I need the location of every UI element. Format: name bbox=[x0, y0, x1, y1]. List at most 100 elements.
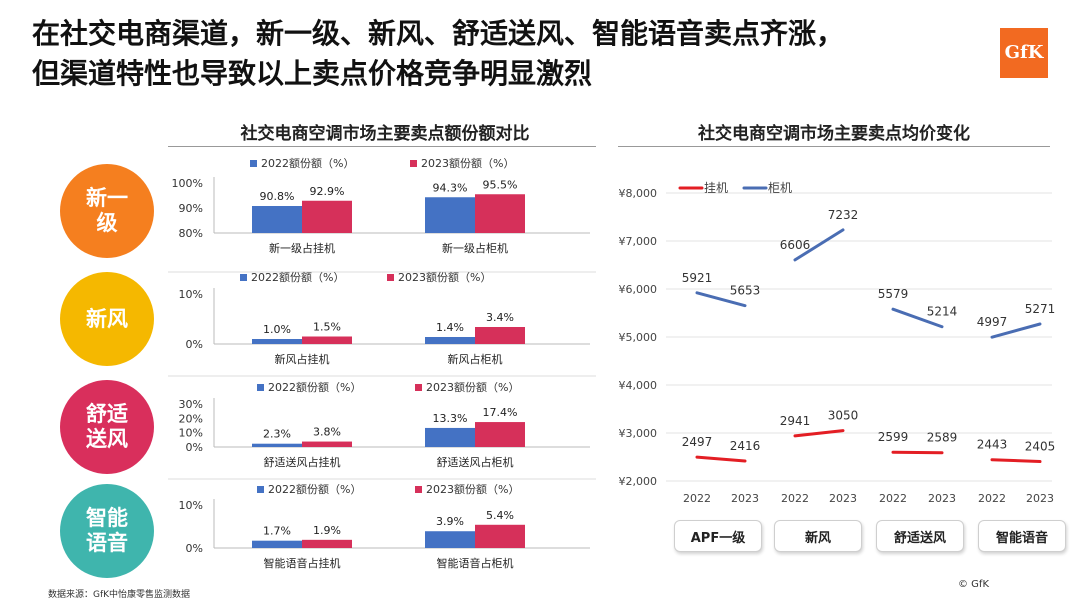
x-tick-label: 2023 bbox=[928, 492, 956, 505]
data-label: 7232 bbox=[828, 208, 859, 222]
data-label: 4997 bbox=[977, 315, 1008, 329]
bar bbox=[475, 524, 525, 548]
x-tick-label: 2022 bbox=[879, 492, 907, 505]
legend-label: 2023额份额（%） bbox=[426, 483, 519, 496]
bar bbox=[425, 197, 475, 233]
legend-swatch bbox=[387, 274, 394, 281]
bar-value-label: 90.8% bbox=[260, 190, 295, 203]
y-tick-label: 0% bbox=[186, 338, 203, 351]
category-label: 智能语音占挂机 bbox=[264, 556, 341, 570]
data-label: 2497 bbox=[682, 435, 713, 449]
x-tick-label: 2023 bbox=[1026, 492, 1054, 505]
bar-value-label: 1.5% bbox=[313, 321, 341, 334]
data-label: 2941 bbox=[780, 414, 811, 428]
bar bbox=[302, 441, 352, 447]
bar-value-label: 2.3% bbox=[263, 428, 291, 441]
y-tick-label: 10% bbox=[179, 499, 203, 512]
category-box-xinfeng: 新风 bbox=[774, 520, 862, 552]
y-tick-label: 10% bbox=[179, 288, 203, 301]
bar bbox=[302, 539, 352, 548]
feature-circle-xinfeng: 新风 bbox=[60, 272, 154, 366]
gfk-logo: GfK bbox=[1000, 28, 1048, 78]
data-label: 5653 bbox=[730, 284, 761, 298]
category-box-shushi: 舒适送风 bbox=[876, 520, 964, 552]
category-label: 新风占柜机 bbox=[448, 352, 503, 366]
copyright: © GfK bbox=[958, 579, 990, 590]
x-tick-label: 2022 bbox=[978, 492, 1006, 505]
x-tick-label: 2022 bbox=[683, 492, 711, 505]
bar bbox=[425, 427, 475, 447]
data-label: 2443 bbox=[977, 438, 1008, 452]
y-tick-label: 0% bbox=[186, 542, 203, 555]
bar-value-label: 3.9% bbox=[436, 515, 464, 528]
y-tick-label: 0% bbox=[186, 441, 203, 454]
data-label: 3050 bbox=[828, 409, 859, 423]
x-tick-label: 2023 bbox=[731, 492, 759, 505]
feature-circle-zhineng: 智能语音 bbox=[60, 484, 154, 578]
feature-circle-label: 新一级 bbox=[86, 186, 128, 235]
feature-circle-label: 智能语音 bbox=[86, 506, 128, 555]
legend-label: 2022额份额（%） bbox=[268, 483, 361, 496]
data-source-note: 数据来源：GfK中怡康零售监测数据 bbox=[48, 590, 191, 600]
bar-value-label: 95.5% bbox=[483, 178, 518, 191]
bar bbox=[252, 206, 302, 233]
bar-value-label: 1.4% bbox=[436, 321, 464, 334]
bar bbox=[475, 327, 525, 344]
left-chart-title: 社交电商空调市场主要卖点额份额对比 bbox=[240, 124, 530, 144]
legend-label: 2023额份额（%） bbox=[426, 381, 519, 394]
y-tick-label: 10% bbox=[179, 427, 203, 440]
bar bbox=[425, 531, 475, 548]
bar-value-label: 3.8% bbox=[313, 426, 341, 439]
title-line-1: 在社交电商渠道，新一级、新风、舒适送风、智能语音卖点齐涨， bbox=[32, 17, 845, 50]
feature-circle-label: 新风 bbox=[86, 306, 128, 331]
legend-swatch bbox=[257, 384, 264, 391]
bar-value-label: 1.7% bbox=[263, 525, 291, 538]
bar bbox=[425, 337, 475, 344]
bar-value-label: 1.9% bbox=[313, 524, 341, 537]
series-line-segment bbox=[695, 291, 747, 308]
bar bbox=[252, 540, 302, 548]
legend-label: 柜机 bbox=[768, 181, 792, 195]
legend-swatch bbox=[250, 160, 257, 167]
bar bbox=[302, 336, 352, 344]
legend-label: 2022额份额（%） bbox=[261, 157, 354, 170]
bar bbox=[252, 339, 302, 344]
legend-swatch bbox=[240, 274, 247, 281]
category-box-apf: APF一级 bbox=[674, 520, 762, 552]
data-label: 6606 bbox=[780, 238, 811, 252]
bar bbox=[475, 422, 525, 447]
series-line-segment bbox=[990, 322, 1042, 339]
category-label: 新一级占挂机 bbox=[269, 241, 335, 255]
y-tick-label: ¥8,000 bbox=[619, 187, 658, 200]
category-label: 智能语音占柜机 bbox=[437, 556, 514, 570]
category-label: 舒适送风占挂机 bbox=[264, 455, 341, 469]
category-box-zhineng: 智能语音 bbox=[978, 520, 1066, 552]
data-label: 5214 bbox=[927, 305, 958, 319]
series-line-segment bbox=[891, 307, 944, 329]
feature-circle-shushi: 舒适送风 bbox=[60, 380, 154, 474]
page-title: 在社交电商渠道，新一级、新风、舒适送风、智能语音卖点齐涨， 但渠道特性也导致以上… bbox=[32, 14, 844, 94]
y-tick-label: ¥7,000 bbox=[619, 235, 658, 248]
legend-swatch bbox=[415, 384, 422, 391]
legend-swatch bbox=[410, 160, 417, 167]
bar bbox=[302, 200, 352, 233]
data-label: 5921 bbox=[682, 271, 713, 285]
data-label: 5271 bbox=[1025, 302, 1056, 316]
bar-value-label: 5.4% bbox=[486, 509, 514, 522]
data-label: 2405 bbox=[1025, 440, 1056, 454]
data-label: 5579 bbox=[878, 287, 909, 301]
series-line-segment bbox=[793, 429, 845, 438]
legend-swatch bbox=[415, 486, 422, 493]
series-line-segment bbox=[695, 455, 747, 463]
y-tick-label: ¥5,000 bbox=[619, 331, 658, 344]
bar bbox=[475, 194, 525, 233]
y-tick-label: ¥6,000 bbox=[619, 283, 658, 296]
x-tick-label: 2022 bbox=[781, 492, 809, 505]
legend-label: 2022额份额（%） bbox=[251, 271, 344, 284]
category-label: 新一级占柜机 bbox=[442, 241, 508, 255]
feature-circle-xinyiji: 新一级 bbox=[60, 164, 154, 258]
y-tick-label: 20% bbox=[179, 412, 203, 425]
legend-label: 挂机 bbox=[704, 181, 728, 195]
